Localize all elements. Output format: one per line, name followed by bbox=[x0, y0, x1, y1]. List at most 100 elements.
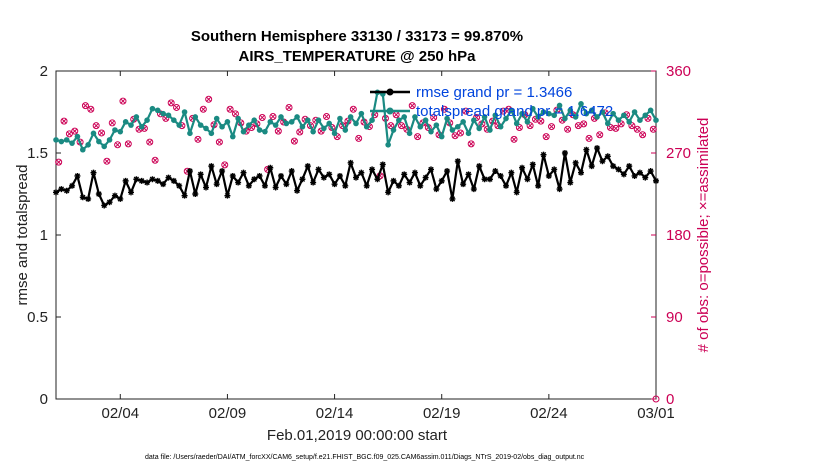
obs-possible-point bbox=[548, 123, 556, 131]
totalspread-point bbox=[503, 115, 509, 122]
obs-assimilated-point bbox=[543, 133, 549, 140]
rmse-point bbox=[620, 171, 627, 178]
totalspread-point bbox=[476, 125, 483, 132]
totalspread-point bbox=[112, 127, 118, 133]
rmse-point bbox=[444, 168, 451, 175]
obs-possible-point bbox=[87, 105, 95, 113]
obs-assimilated-point bbox=[66, 131, 73, 137]
totalspread-point bbox=[262, 128, 268, 135]
totalspread-point bbox=[133, 114, 140, 120]
rmse-point bbox=[58, 186, 65, 193]
obs-possible-point bbox=[398, 122, 406, 130]
obs-possible-point bbox=[108, 119, 116, 127]
totalspread-point bbox=[208, 130, 215, 137]
y-tick-label: 0 bbox=[40, 391, 48, 408]
obs-assimilated-point bbox=[88, 106, 94, 113]
y2-axis-label: # of obs: o=possible; ×=assimilated bbox=[695, 118, 712, 353]
totalspread-point bbox=[160, 110, 166, 117]
obs-assimilated-point bbox=[216, 139, 223, 145]
rmse-point bbox=[294, 187, 301, 194]
rmse-point bbox=[203, 184, 209, 191]
totalspread-point bbox=[551, 112, 558, 119]
obs-assimilated-point bbox=[586, 135, 592, 142]
obs-assimilated-point bbox=[323, 113, 330, 120]
rmse-point bbox=[160, 181, 167, 188]
obs-possible-point bbox=[349, 105, 357, 113]
totalspread-point bbox=[412, 114, 418, 120]
rmse-point bbox=[481, 176, 488, 183]
obs-assimilated-point bbox=[146, 139, 153, 145]
rmse-point bbox=[197, 171, 204, 178]
rmse-point bbox=[615, 166, 622, 173]
x-tick-label: 03/01 bbox=[637, 405, 675, 422]
obs-possible-point bbox=[456, 129, 464, 137]
rmse-point bbox=[492, 168, 499, 175]
totalspread-point bbox=[251, 117, 258, 123]
totalspread-point bbox=[428, 128, 434, 135]
obs-assimilated-point bbox=[82, 102, 89, 109]
obs-assimilated-point bbox=[109, 120, 116, 126]
totalspread-point bbox=[117, 128, 124, 135]
rmse-point bbox=[186, 168, 193, 175]
obs-assimilated-point bbox=[452, 132, 458, 139]
rmse-point bbox=[524, 176, 531, 183]
totalspread-point bbox=[454, 123, 461, 130]
totalspread-point bbox=[267, 119, 274, 125]
obs-possible-point bbox=[440, 105, 448, 113]
obs-possible-point bbox=[596, 131, 604, 139]
obs-assimilated-point bbox=[430, 114, 437, 121]
totalspread-point bbox=[647, 107, 654, 114]
obs-possible-point bbox=[510, 135, 518, 143]
rmse-point bbox=[347, 159, 354, 166]
obs-assimilated-point bbox=[548, 123, 555, 130]
y2-tick-label: 180 bbox=[666, 227, 691, 244]
rmse-point bbox=[353, 174, 359, 181]
obs-possible-point bbox=[60, 117, 68, 125]
obs-possible-point bbox=[564, 125, 572, 133]
rmse-point bbox=[583, 146, 590, 153]
obs-possible-point bbox=[649, 125, 657, 133]
rmse-point bbox=[497, 172, 504, 179]
obs-assimilated-point bbox=[634, 126, 641, 133]
rmse-point bbox=[342, 182, 349, 189]
rmse-point bbox=[133, 176, 140, 183]
rmse-point bbox=[229, 172, 236, 179]
totalspread-point bbox=[288, 119, 295, 125]
rmse-point bbox=[176, 182, 183, 189]
obs-assimilated-point bbox=[564, 126, 571, 133]
x-tick-label: 02/24 bbox=[530, 405, 568, 422]
obs-assimilated-point bbox=[168, 100, 174, 106]
totalspread-point bbox=[213, 115, 220, 122]
rmse-point bbox=[358, 169, 365, 176]
rmse-point bbox=[379, 161, 386, 168]
totalspread-point bbox=[406, 130, 413, 137]
rmse-point bbox=[401, 171, 408, 178]
obs-assimilated-point bbox=[98, 130, 105, 136]
obs-assimilated-point bbox=[463, 108, 469, 114]
totalspread-point bbox=[347, 114, 354, 120]
obs-assimilated-point bbox=[195, 136, 201, 143]
rmse-point bbox=[90, 169, 97, 176]
totalspread-point bbox=[197, 122, 204, 128]
rmse-point bbox=[53, 189, 59, 196]
obs-assimilated-point bbox=[114, 142, 121, 148]
totalspread-point bbox=[240, 128, 247, 135]
rmse-point bbox=[170, 177, 177, 184]
x-tick-label: 02/14 bbox=[316, 405, 354, 422]
totalspread-point bbox=[235, 115, 241, 122]
obs-assimilated-point bbox=[120, 98, 126, 104]
rmse-point bbox=[551, 166, 558, 173]
totalspread-point bbox=[438, 133, 445, 140]
totalspread-point bbox=[529, 105, 536, 112]
obs-possible-point bbox=[387, 122, 395, 130]
totalspread-point bbox=[310, 128, 316, 135]
rmse-point bbox=[529, 161, 536, 168]
rmse-point bbox=[79, 194, 86, 201]
totalspread-point bbox=[637, 117, 643, 123]
obs-possible-point bbox=[462, 107, 470, 115]
totalspread-point bbox=[96, 138, 102, 145]
obs-assimilated-point bbox=[468, 141, 474, 147]
obs-assimilated-point bbox=[596, 132, 603, 138]
totalspread-point bbox=[540, 109, 547, 115]
x-tick-label: 02/09 bbox=[209, 405, 247, 422]
